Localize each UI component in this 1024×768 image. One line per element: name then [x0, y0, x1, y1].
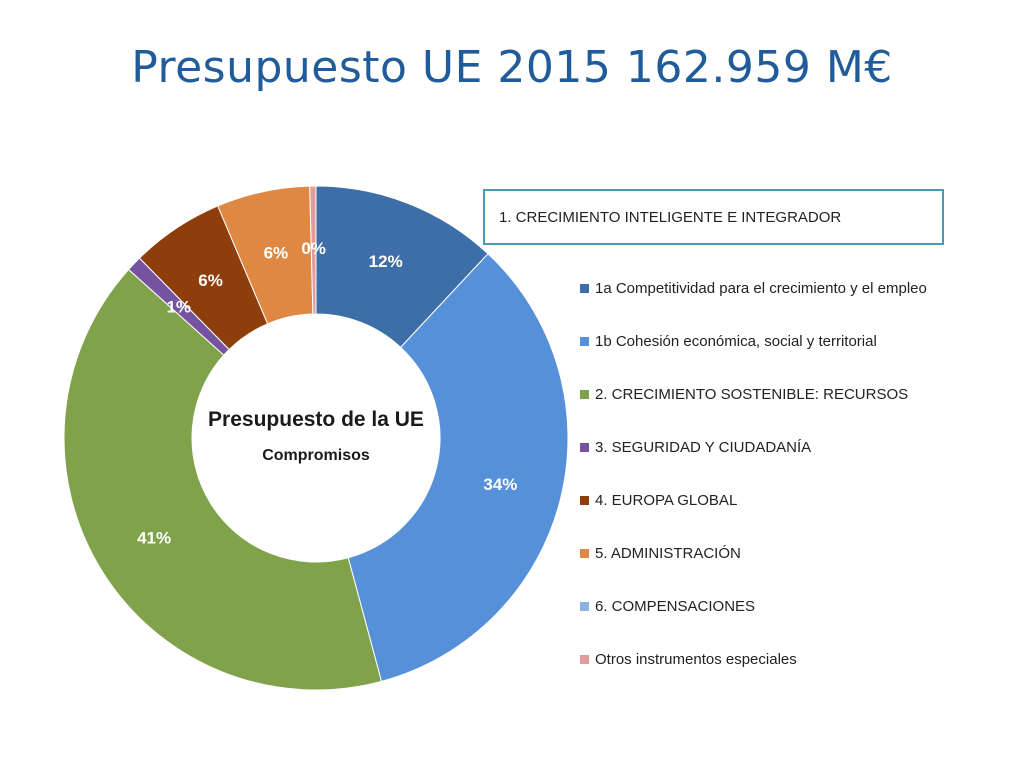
donut-slice-2	[347, 253, 569, 682]
center-subtitle: Compromisos	[262, 447, 370, 464]
center-title: Presupuesto de la UE	[208, 408, 424, 431]
legend-item: 4. EUROPA GLOBAL	[580, 474, 980, 527]
chart-area: 12% 34% 41% 1% 6% 6% 0% Presupuesto de la UE C…	[60, 150, 970, 730]
slice-label-5: 6%	[198, 271, 223, 290]
legend-swatch	[580, 549, 589, 558]
legend-label: Otros instrumentos especiales	[595, 651, 797, 668]
legend-label: 6. COMPENSACIONES	[595, 598, 756, 615]
legend-swatch	[580, 443, 589, 452]
legend-label: 1b Cohesión económica, social y territor…	[595, 333, 877, 350]
legend-item: 5. ADMINISTRACIÓN	[580, 527, 980, 580]
legend-swatch	[580, 655, 589, 664]
legend-label: 5. ADMINISTRACIÓN	[595, 545, 741, 562]
legend-swatch	[580, 602, 589, 611]
donut-chart: 12% 34% 41% 1% 6% 6% 0% Presupuesto de la UE C…	[63, 185, 569, 691]
legend-header: 1. CRECIMIENTO INTELIGENTE E INTEGRADOR	[483, 189, 944, 245]
slice-label-6: 6%	[264, 243, 289, 262]
legend-label: 3. SEGURIDAD Y CIUDADANÍA	[595, 439, 812, 456]
legend-item: 3. SEGURIDAD Y CIUDADANÍA	[580, 421, 980, 474]
slice-label-8: 0%	[301, 239, 326, 258]
legend-swatch	[580, 496, 589, 505]
legend-item: 1a Competitividad para el crecimiento y …	[580, 262, 980, 315]
slice-label-2: 34%	[483, 475, 517, 494]
slice-label-4: 1%	[166, 298, 191, 317]
slice-label-3: 41%	[137, 528, 171, 547]
legend-swatch	[580, 337, 589, 346]
donut-slice-8	[309, 185, 317, 315]
slice-labels-group: 12% 34% 41% 1% 6% 6% 0%	[137, 239, 517, 547]
slice-label-1: 12%	[369, 252, 403, 271]
legend-item: 2. CRECIMIENTO SOSTENIBLE: RECURSOS	[580, 368, 980, 421]
legend-label: 1a Competitividad para el crecimiento y …	[595, 280, 927, 297]
legend-swatch	[580, 284, 589, 293]
legend: 1a Competitividad para el crecimiento y …	[580, 262, 980, 686]
legend-swatch	[580, 390, 589, 399]
slices-group	[63, 185, 569, 691]
legend-item: 6. COMPENSACIONES	[580, 580, 980, 633]
legend-item: 1b Cohesión económica, social y territor…	[580, 315, 980, 368]
slide-title: Presupuesto UE 2015 162.959 M€	[131, 42, 893, 93]
legend-label: 4. EUROPA GLOBAL	[595, 492, 738, 509]
donut-slice-3	[63, 268, 383, 691]
legend-item: Otros instrumentos especiales	[580, 633, 980, 686]
legend-label: 2. CRECIMIENTO SOSTENIBLE: RECURSOS	[595, 386, 909, 403]
